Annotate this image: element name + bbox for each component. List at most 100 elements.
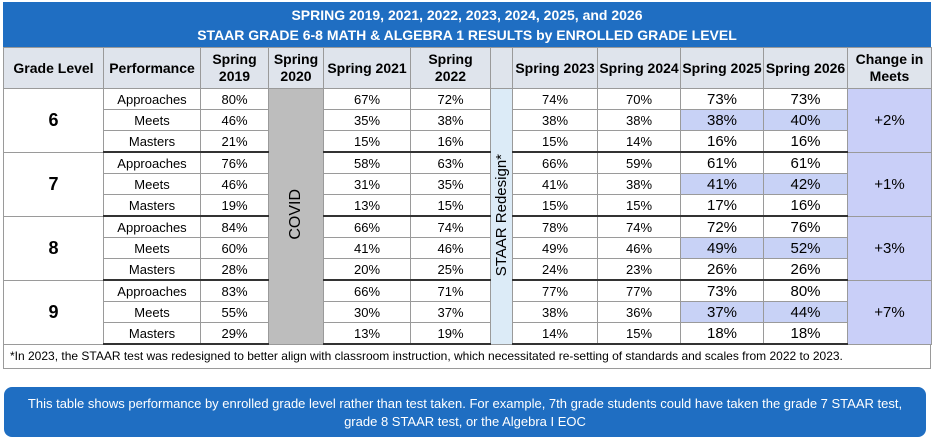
value-cell: 66% <box>323 279 411 302</box>
column-header: Spring 2020 <box>268 47 324 89</box>
value-cell: 38% <box>680 109 764 131</box>
column-header: Grade Level <box>3 47 104 89</box>
grade-cell: 6 <box>3 88 104 153</box>
value-cell: 73% <box>680 279 764 302</box>
value-cell: 15% <box>323 130 411 153</box>
table-block: SPRING 2019, 2021, 2022, 2023, 2024, 202… <box>3 2 932 369</box>
value-cell: 19% <box>200 194 269 217</box>
column-header: Spring 2021 <box>323 47 411 89</box>
value-cell: 29% <box>200 322 269 345</box>
value-cell: 25% <box>410 258 491 281</box>
value-cell: 21% <box>200 130 269 153</box>
value-cell: 66% <box>323 215 411 238</box>
value-cell: 19% <box>410 322 491 345</box>
data-row: 7 Approaches 76% 58% 63% 66% 59% 61% 61% +1% <box>3 151 932 217</box>
value-cell: 35% <box>410 173 491 195</box>
performance-cell: Masters <box>103 258 201 281</box>
value-cell: 15% <box>512 130 598 153</box>
value-cell: 28% <box>200 258 269 281</box>
value-cell: 46% <box>597 237 681 259</box>
redesign-label: STAAR Redesign* <box>493 153 510 276</box>
column-header: Spring 2025 <box>680 47 764 89</box>
value-cell: 61% <box>763 151 848 174</box>
value-cell: 77% <box>512 279 598 302</box>
data-row: 6 Approaches 80% COVID 67% 72% STAAR Redesign*… <box>3 88 932 345</box>
value-cell: 49% <box>512 237 598 259</box>
value-cell: 41% <box>512 173 598 195</box>
value-cell: 76% <box>763 215 848 238</box>
value-cell: 18% <box>680 322 764 345</box>
value-cell: 16% <box>763 130 848 153</box>
value-cell: 14% <box>512 322 598 345</box>
value-cell: 38% <box>512 109 598 131</box>
value-cell: 83% <box>200 279 269 302</box>
covid-cell: COVID <box>268 88 324 345</box>
column-header: Spring 2019 <box>200 47 269 89</box>
value-cell: 73% <box>680 88 764 110</box>
value-cell: 16% <box>410 130 491 153</box>
value-cell: 66% <box>512 151 598 174</box>
value-cell: 58% <box>323 151 411 174</box>
value-cell: 31% <box>323 173 411 195</box>
data-row: Meets 46% 31% 35% 41% 38% 41% 42% <box>4 173 932 195</box>
value-cell: 16% <box>680 130 764 153</box>
column-header-spacer <box>490 47 513 89</box>
value-cell: 84% <box>200 215 269 238</box>
column-header: Spring 2023 <box>512 47 598 89</box>
column-header: Spring 2024 <box>597 47 681 89</box>
header-row: Grade Level Performance Spring 2019 Spring … <box>3 47 932 89</box>
value-cell: 80% <box>200 88 269 110</box>
column-header: Spring 2022 <box>410 47 491 89</box>
value-cell: 38% <box>597 109 681 131</box>
value-cell: 30% <box>323 301 411 323</box>
value-cell: 74% <box>597 215 681 238</box>
title: SPRING 2019, 2021, 2022, 2023, 2024, 202… <box>3 2 931 47</box>
value-cell: 17% <box>680 194 764 217</box>
value-cell: 61% <box>680 151 764 174</box>
value-cell: 16% <box>763 194 848 217</box>
data-row: Masters 28% 20% 25% 24% 23% 26% 26% <box>4 258 932 281</box>
value-cell: 35% <box>323 109 411 131</box>
data-row: Meets 60% 41% 46% 49% 46% 49% 52% <box>4 237 932 259</box>
value-cell: 24% <box>512 258 598 281</box>
column-header: Change in Meets <box>847 47 932 89</box>
value-cell: 73% <box>763 88 848 110</box>
value-cell: 76% <box>200 151 269 174</box>
redesign-cell: STAAR Redesign* <box>490 88 513 345</box>
value-cell: 74% <box>410 215 491 238</box>
grade-cell: 8 <box>3 215 104 281</box>
value-cell: 42% <box>763 173 848 195</box>
title-line: STAAR GRADE 6-8 MATH & ALGEBRA 1 RESULTS… <box>197 27 737 43</box>
footnote: *In 2023, the STAAR test was redesigned … <box>3 345 931 369</box>
value-cell: 13% <box>323 194 411 217</box>
value-cell: 41% <box>680 173 764 195</box>
value-cell: 14% <box>597 130 681 153</box>
title-line: SPRING 2019, 2021, 2022, 2023, 2024, 202… <box>291 7 643 23</box>
value-cell: 40% <box>763 109 848 131</box>
data-row: 9 Approaches 83% 66% 71% 77% 77% 73% 80% +7% <box>3 279 932 345</box>
value-cell: 63% <box>410 151 491 174</box>
performance-cell: Meets <box>103 109 201 131</box>
change-cell: +1% <box>847 151 932 217</box>
data-row: Masters 21% 15% 16% 15% 14% 16% 16% <box>4 130 932 153</box>
value-cell: 60% <box>200 237 269 259</box>
value-cell: 38% <box>410 109 491 131</box>
value-cell: 67% <box>323 88 411 110</box>
value-cell: 23% <box>597 258 681 281</box>
performance-cell: Meets <box>103 173 201 195</box>
value-cell: 38% <box>597 173 681 195</box>
value-cell: 15% <box>597 194 681 217</box>
value-cell: 80% <box>763 279 848 302</box>
performance-cell: Masters <box>103 194 201 217</box>
data-row: Meets 55% 30% 37% 38% 36% 37% 44% <box>4 301 932 323</box>
value-cell: 41% <box>323 237 411 259</box>
value-cell: 26% <box>680 258 764 281</box>
callout: This table shows performance by enrolled… <box>4 387 926 437</box>
data-row: 8 Approaches 84% 66% 74% 78% 74% 72% 76% +3% <box>3 215 932 281</box>
value-cell: 15% <box>597 322 681 345</box>
value-cell: 15% <box>512 194 598 217</box>
performance-cell: Masters <box>103 130 201 153</box>
performance-cell: Meets <box>103 301 201 323</box>
column-header: Spring 2026 <box>763 47 848 89</box>
